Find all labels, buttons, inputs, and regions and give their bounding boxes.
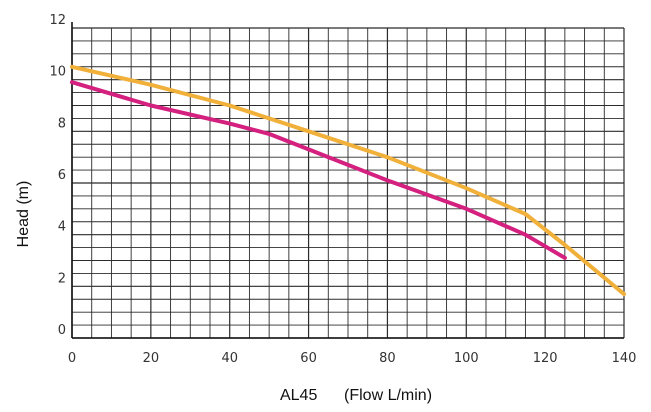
y-tick-label: 10 (49, 65, 66, 80)
x-tick-label: 100 (454, 351, 479, 366)
y-tick-label: 2 (58, 271, 66, 286)
x-tick-label: 80 (379, 351, 396, 366)
chart-series (70, 64, 626, 297)
y-axis-label: Head (m) (15, 181, 32, 248)
chart-grid (71, 22, 625, 339)
x-tick-label: 0 (68, 351, 76, 366)
x-tick-label: 120 (533, 351, 558, 366)
x-axis-label: AL45 (Flow L/min) (280, 387, 432, 404)
y-tick-label: 4 (58, 220, 66, 235)
x-tick-label: 140 (612, 351, 637, 366)
x-tick-label: 60 (300, 351, 317, 366)
y-tick-label: 0 (58, 323, 66, 338)
x-tick-label: 40 (221, 351, 238, 366)
series-line-1 (70, 64, 626, 297)
y-tick-label: 6 (58, 168, 66, 183)
series-line-2 (70, 80, 567, 260)
x-axis-ticks: 0 20 40 60 80 100 120 140 (68, 351, 637, 366)
y-tick-label: 8 (58, 116, 66, 131)
x-tick-label: 20 (143, 351, 160, 366)
y-tick-label: 12 (49, 13, 66, 28)
y-axis-ticks: 0 2 4 6 8 10 12 (49, 13, 66, 338)
